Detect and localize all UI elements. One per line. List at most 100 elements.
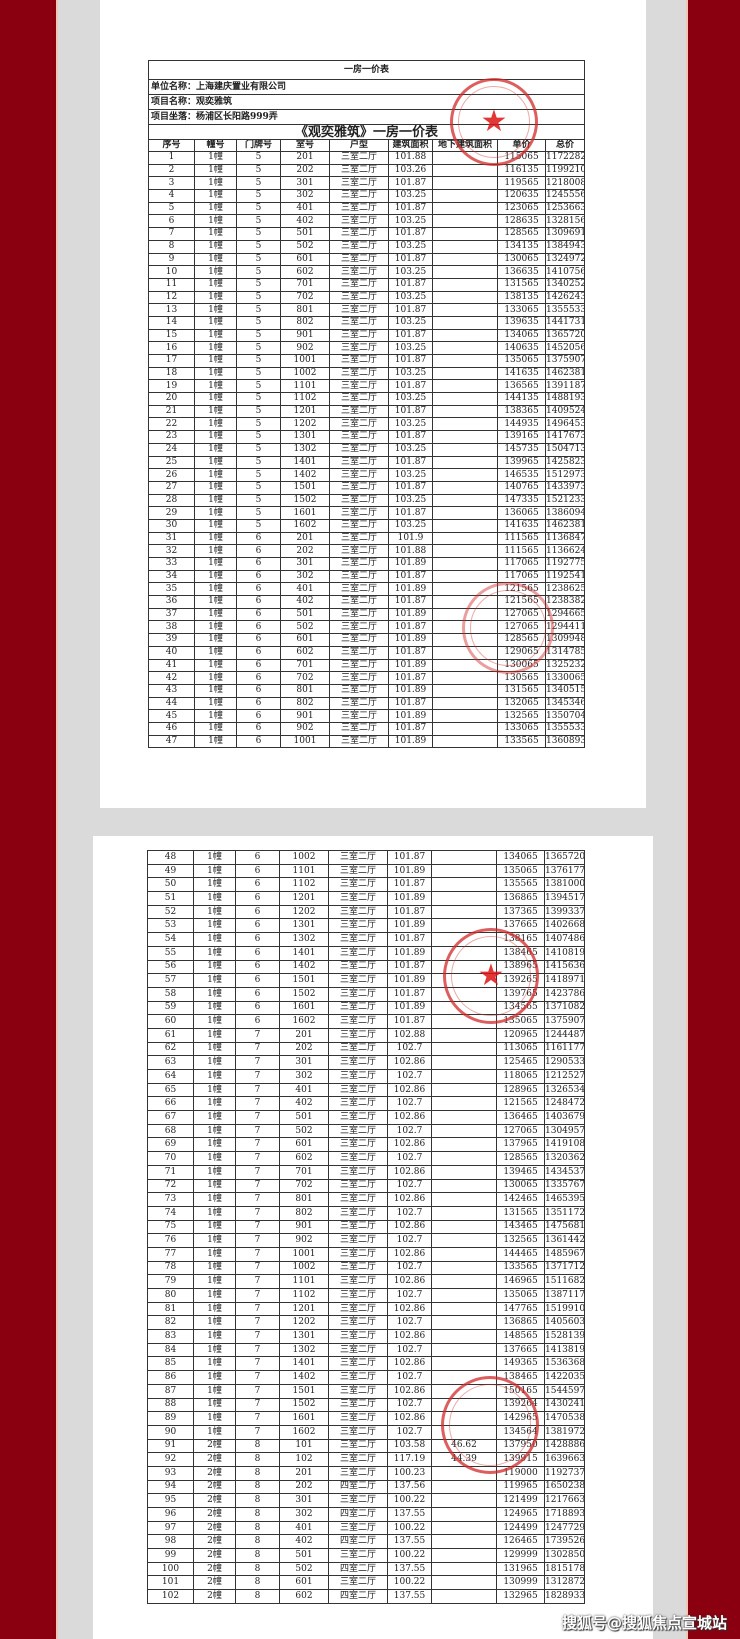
table-cell: 101.87 <box>388 455 433 470</box>
table-cell: 16 <box>148 341 195 355</box>
table-cell: 98 <box>147 1534 194 1550</box>
table-cell: 111565 <box>497 531 546 546</box>
table-cell: 101.87 <box>388 227 433 241</box>
table-cell: 135065 <box>496 1288 545 1303</box>
table-cell: 91 <box>147 1438 194 1454</box>
table-cell: 121499 <box>496 1493 545 1508</box>
table-cell: 13555332 <box>544 303 586 317</box>
table-cell: 1幢 <box>194 430 237 444</box>
table-cell: 7 <box>235 1356 280 1372</box>
table-cell: 14108199 <box>544 945 585 961</box>
table-cell: 46 <box>148 721 195 736</box>
table-cell: 7 <box>235 1315 280 1331</box>
table-cell: 1201 <box>280 404 330 419</box>
table-cell: 501 <box>279 1110 329 1125</box>
table-cell: 1501 <box>279 973 329 988</box>
table-cell <box>432 189 498 203</box>
table-cell: 15281396 <box>544 1329 585 1344</box>
table-cell: 142465 <box>496 1192 545 1207</box>
table-cell: 139165 <box>497 430 546 444</box>
table-cell <box>432 417 498 432</box>
table-cell: 三室二厅 <box>329 633 389 647</box>
table-cell: 302 <box>280 569 330 584</box>
table-cell <box>431 1041 497 1057</box>
table-cell: 101.89 <box>388 709 433 723</box>
table-cell: 1幢 <box>194 658 237 673</box>
table-cell: 149365 <box>496 1356 545 1372</box>
table-cell: 139765 <box>496 986 545 1002</box>
table-cell: 102.86 <box>387 1110 432 1125</box>
table-cell: 1001 <box>280 734 330 749</box>
table-cell: 三室二厅 <box>329 328 389 343</box>
table-cell <box>431 1589 497 1604</box>
table-cell: 133065 <box>497 303 546 317</box>
table-cell: 三室二厅 <box>329 557 389 571</box>
table-cell: 1幢 <box>194 633 237 647</box>
table-cell: 101.9 <box>388 531 433 546</box>
table-cell: 1幢 <box>193 1164 236 1180</box>
table-cell: 6 <box>148 214 195 229</box>
table-cell: 5 <box>236 163 281 178</box>
table-cell: 三室二厅 <box>328 1397 388 1413</box>
table-cell: 1幢 <box>193 1260 236 1276</box>
table-cell: 102.7 <box>387 1424 432 1440</box>
table-cell <box>431 1014 497 1029</box>
table-cell: 1幢 <box>193 863 236 879</box>
table-cell: 13507048 <box>544 709 586 723</box>
table-cell: 137365 <box>496 904 545 920</box>
table-cell: 11992100 <box>544 163 586 178</box>
table-cell: 5 <box>236 176 281 191</box>
table-cell: 1幢 <box>194 227 237 241</box>
table-cell: 63 <box>147 1055 194 1070</box>
table-cell: 14623814 <box>544 518 586 533</box>
table-cell: 2幢 <box>193 1561 236 1577</box>
table-cell: 1602 <box>280 518 330 533</box>
table-cell: 1幢 <box>193 1288 236 1303</box>
table-cell: 902 <box>280 721 330 736</box>
table-cell: 86 <box>147 1370 194 1385</box>
table-cell: 7 <box>235 1178 280 1194</box>
table-cell: 7 <box>235 1274 280 1289</box>
table-cell: 7 <box>235 1164 280 1180</box>
table-cell: 7 <box>235 1424 280 1440</box>
table-cell: 1502 <box>280 493 330 508</box>
table-cell: 117065 <box>497 569 546 584</box>
table-cell: 402 <box>279 1534 329 1550</box>
table-cell: 三室二厅 <box>328 1219 388 1235</box>
table-cell <box>431 1534 497 1550</box>
table-cell: 103.25 <box>388 392 433 406</box>
table-cell: 3 <box>148 176 195 191</box>
table-cell: 三室二厅 <box>328 1301 388 1317</box>
table-cell: 14417314 <box>544 315 586 330</box>
table-cell <box>432 734 498 749</box>
table-cell <box>432 480 498 495</box>
table-cell: 1202 <box>279 1315 329 1331</box>
table-cell <box>432 645 498 660</box>
table-cell: 14026687 <box>544 918 585 934</box>
table-cell: 202 <box>280 544 330 558</box>
table-cell: 60 <box>147 1014 194 1029</box>
table-cell: 101.89 <box>388 557 433 571</box>
table-cell: 100.23 <box>387 1465 432 1481</box>
table-cell: 502 <box>280 239 330 254</box>
table-cell: 702 <box>279 1178 329 1194</box>
table-cell: 124499 <box>496 1520 545 1536</box>
table-cell: 43 <box>148 683 195 698</box>
table-cell: 1幢 <box>194 392 237 406</box>
column-header: 户型 <box>329 139 389 152</box>
table-cell: 14339731 <box>544 480 586 495</box>
table-cell: 1幢 <box>193 1342 236 1358</box>
table-cell <box>432 493 498 508</box>
